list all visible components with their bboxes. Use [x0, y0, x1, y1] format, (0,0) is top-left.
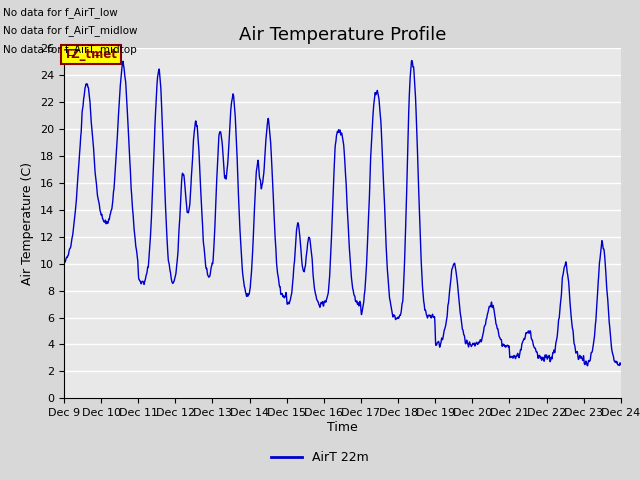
Legend: AirT 22m: AirT 22m [266, 446, 374, 469]
Y-axis label: Air Temperature (C): Air Temperature (C) [22, 162, 35, 285]
Text: No data for f_AirT_midtop: No data for f_AirT_midtop [3, 44, 137, 55]
Text: No data for f_AirT_midlow: No data for f_AirT_midlow [3, 25, 138, 36]
Text: No data for f_AirT_low: No data for f_AirT_low [3, 7, 118, 18]
Text: TZ_tmet: TZ_tmet [64, 48, 118, 61]
Title: Air Temperature Profile: Air Temperature Profile [239, 25, 446, 44]
X-axis label: Time: Time [327, 421, 358, 434]
